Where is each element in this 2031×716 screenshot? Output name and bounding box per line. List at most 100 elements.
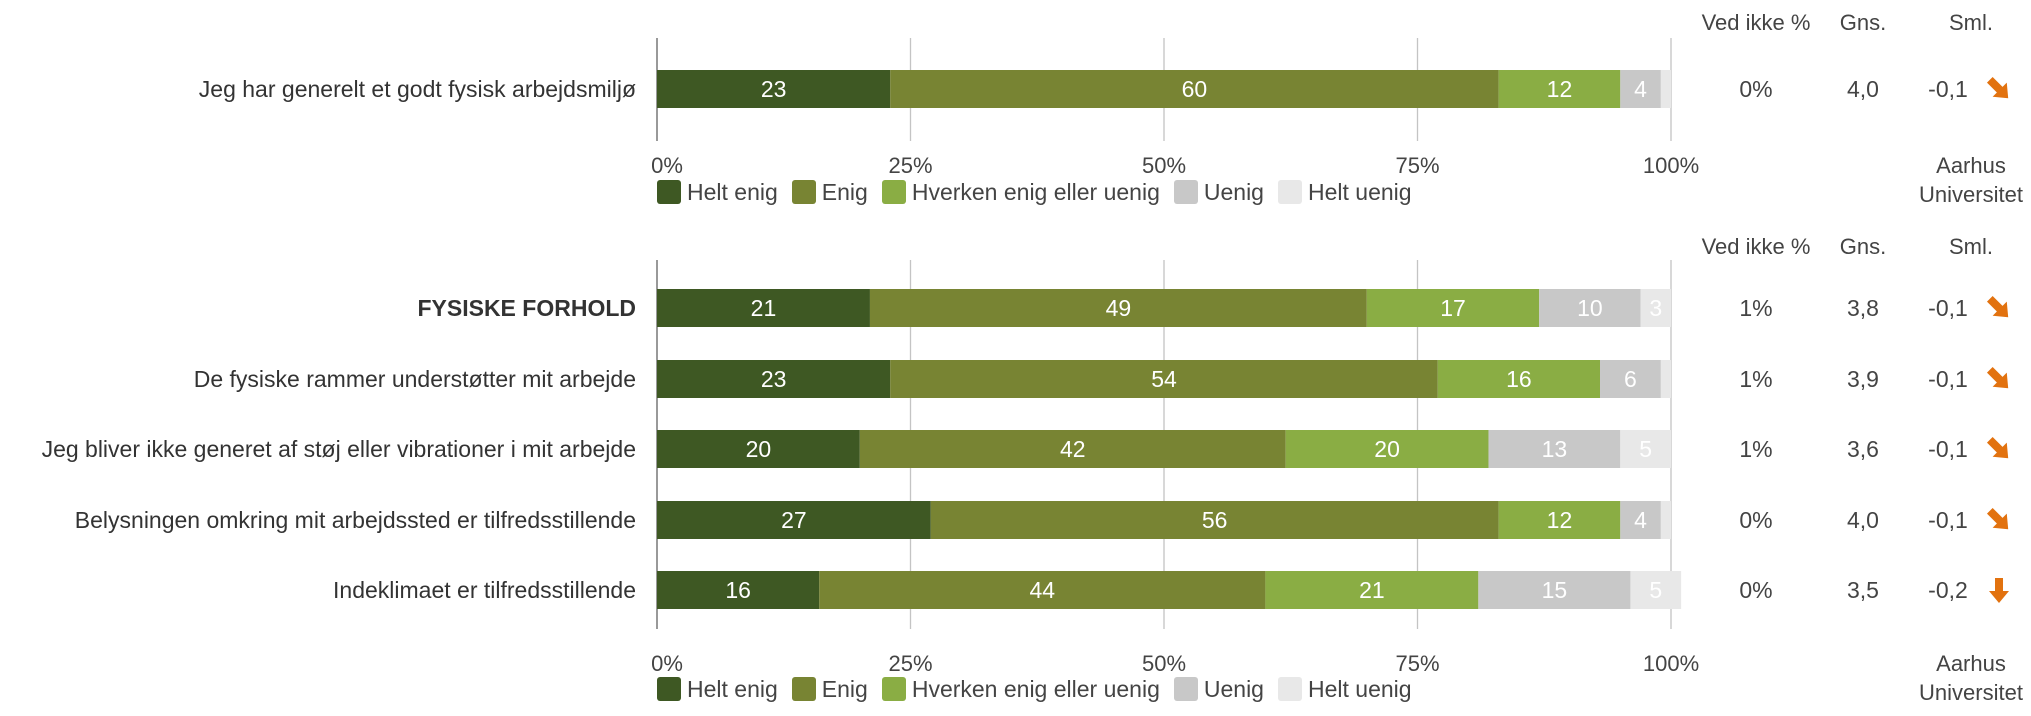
bar-value-label: 15	[1542, 577, 1568, 603]
bar-segment	[1660, 70, 1671, 108]
ved-ikke-value: 0%	[1739, 577, 1773, 603]
bar-value-label: 21	[1359, 577, 1385, 603]
legend-swatch	[791, 677, 816, 701]
arrow-down-right-icon	[1986, 366, 2009, 389]
legend-swatch	[657, 180, 681, 204]
header-ved-ikke: Ved ikke %	[1701, 10, 1811, 35]
bar-segment	[1600, 360, 1661, 398]
bar-segment	[1285, 430, 1489, 468]
legend-label: Helt enig	[687, 675, 778, 702]
ved-ikke-value: 1%	[1739, 436, 1773, 462]
comparison-label: Aarhus Universitet	[1911, 649, 2031, 707]
legend-swatch	[1173, 677, 1198, 701]
bar-segment	[1488, 430, 1621, 468]
sml-value: -0,1	[1928, 366, 1968, 392]
bar-segment	[1498, 501, 1621, 539]
legend-label: Hverken enig eller uenig	[911, 675, 1160, 702]
legend: Helt enig Enig Hverken enig eller uenig Uen…	[657, 177, 1426, 207]
bar-segment	[1640, 289, 1671, 327]
row-label: Jeg har generelt et godt fysisk arbejdsm…	[198, 76, 636, 102]
legend-swatch	[791, 180, 816, 204]
bar-value-label: 44	[1030, 577, 1056, 603]
bar-value-label: 49	[1106, 295, 1132, 321]
bar-value-label: 20	[746, 436, 772, 462]
sml-value: -0,1	[1928, 436, 1968, 462]
bar-segment	[657, 501, 931, 539]
gns-value: 4,0	[1847, 507, 1879, 533]
legend-label: Helt uenig	[1307, 675, 1412, 702]
legend-swatch	[1173, 180, 1198, 204]
bar-value-label: 13	[1542, 436, 1568, 462]
sml-value: -0,1	[1928, 507, 1968, 533]
bar-value-label: 17	[1440, 295, 1466, 321]
bar-value-label: 27	[781, 507, 807, 533]
bar-value-label: 6	[1624, 366, 1637, 392]
header-gns: Gns.	[1839, 234, 1887, 259]
sml-value: -0,1	[1928, 76, 1968, 102]
comparison-label-line2: Universitet	[1919, 680, 2023, 705]
header-ved-ikke: Ved ikke %	[1701, 234, 1811, 259]
bar-value-label: 16	[725, 577, 751, 603]
legend-item: Helt enig	[657, 179, 778, 206]
bar-segment	[1660, 360, 1671, 398]
bar-value-label: 56	[1202, 507, 1228, 533]
gns-value: 3,5	[1847, 577, 1879, 603]
bar-segment	[1265, 571, 1479, 609]
bar-segment	[657, 430, 860, 468]
bar-segment	[890, 70, 1499, 108]
legend-label: Helt uenig	[1307, 178, 1412, 205]
bar-value-label: 21	[751, 295, 777, 321]
legend-item: Helt enig	[657, 676, 778, 703]
legend-item: Enig	[791, 179, 868, 206]
arrow-down-right-icon	[1986, 76, 2009, 99]
gns-value: 3,8	[1847, 295, 1879, 321]
bar-segment	[819, 571, 1266, 609]
bar-value-label: 23	[761, 76, 787, 102]
x-tick-label: 0%	[651, 153, 683, 178]
bar-segment	[869, 289, 1367, 327]
gns-value: 4,0	[1847, 76, 1879, 102]
legend-label: Uenig	[1203, 178, 1264, 205]
sml-value: -0,2	[1928, 577, 1968, 603]
bar-segment	[1630, 571, 1682, 609]
ved-ikke-value: 0%	[1739, 76, 1773, 102]
ved-ikke-value: 0%	[1739, 507, 1773, 533]
ved-ikke-value: 1%	[1739, 295, 1773, 321]
legend-item: Helt uenig	[1277, 675, 1412, 703]
bar-segment	[1366, 289, 1540, 327]
x-tick-label: 100%	[1642, 651, 1700, 676]
x-tick-label: 75%	[1395, 153, 1440, 178]
comparison-label-line2: Universitet	[1919, 182, 2023, 207]
bar-value-label: 4	[1634, 76, 1647, 102]
header-sml: Sml.	[1949, 10, 1993, 35]
legend-label: Helt enig	[687, 178, 778, 205]
legend-item: Enig	[791, 676, 868, 703]
bar-segment	[1539, 289, 1641, 327]
comparison-label-line1: Aarhus	[1936, 153, 2006, 178]
header-sml: Sml.	[1949, 234, 1993, 259]
bar-segment	[1437, 360, 1601, 398]
bar-segment	[1620, 430, 1671, 468]
bar-segment	[657, 360, 891, 398]
gns-value: 3,6	[1847, 436, 1879, 462]
bar-value-label: 16	[1506, 366, 1532, 392]
bar-segment	[657, 70, 891, 108]
comparison-label-line1: Aarhus	[1936, 651, 2006, 676]
row-label: FYSISKE FORHOLD	[417, 295, 636, 321]
legend-swatch	[881, 180, 906, 204]
bar-segment	[1620, 501, 1661, 539]
comparison-label: Aarhus Universitet	[1911, 151, 2031, 209]
legend-label: Hverken enig eller uenig	[911, 178, 1160, 205]
x-tick-label: 75%	[1395, 651, 1440, 676]
bar-segment	[1620, 70, 1661, 108]
x-tick-label: 25%	[888, 153, 933, 178]
bar-segment	[1478, 571, 1631, 609]
legend-swatch	[657, 677, 681, 701]
bar-value-label: 20	[1374, 436, 1400, 462]
row-label: De fysiske rammer understøtter mit arbej…	[193, 366, 636, 392]
x-tick-label: 50%	[1141, 153, 1187, 178]
legend-swatch	[1277, 180, 1302, 204]
ved-ikke-value: 1%	[1739, 366, 1773, 392]
